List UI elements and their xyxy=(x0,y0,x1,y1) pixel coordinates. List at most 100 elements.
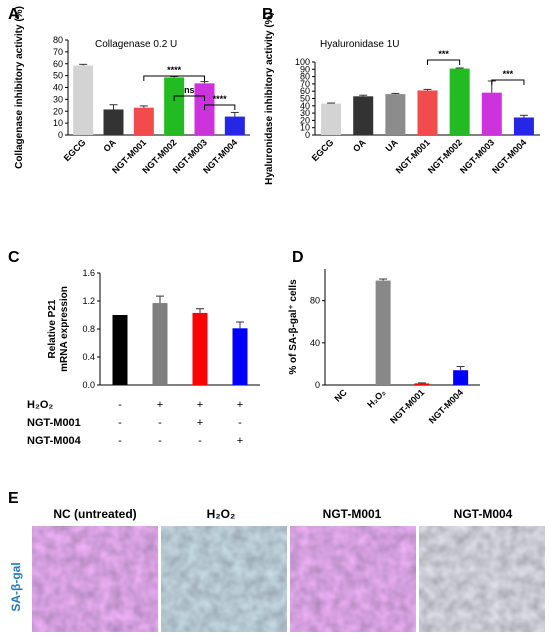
condition-label: NGT-M004 xyxy=(27,435,82,447)
bar xyxy=(353,96,374,135)
micrograph-m001 xyxy=(290,526,416,632)
significance-bracket xyxy=(491,79,525,85)
photo-title-m004: NGT-M004 xyxy=(454,507,513,521)
y-tick-label: 100 xyxy=(295,57,310,67)
panel-label-e: E xyxy=(8,490,19,507)
significance-bracket xyxy=(427,59,461,65)
photo-title-m001: NGT-M001 xyxy=(323,507,382,521)
x-tick-label: H₂O₂ xyxy=(365,387,387,409)
x-tick-label: OA xyxy=(351,137,368,154)
micrograph-h2o2 xyxy=(161,526,287,632)
significance-label: ns xyxy=(184,85,195,95)
micrograph-m004 xyxy=(419,526,545,632)
y-tick-label: 1.6 xyxy=(82,268,95,278)
y-tick-label: 0.0 xyxy=(82,380,95,390)
bar xyxy=(73,65,94,135)
y-tick-label: 0 xyxy=(315,380,320,390)
bar xyxy=(385,94,406,135)
x-tick-label: NGT-M004 xyxy=(427,387,465,425)
condition-sign: - xyxy=(238,417,242,429)
y-tick-label: 90 xyxy=(300,64,310,74)
bar xyxy=(103,109,124,135)
y-axis-title: Relative P21 xyxy=(47,299,58,358)
bar xyxy=(192,312,208,385)
bar xyxy=(375,280,391,385)
bar xyxy=(152,303,168,385)
bar xyxy=(453,370,469,385)
significance-label: **** xyxy=(167,65,182,75)
photo-title-nc: NC (untreated) xyxy=(53,507,136,521)
x-tick-label: OA xyxy=(101,137,118,154)
y-tick-label: 80 xyxy=(310,296,320,306)
panel-label-b: B xyxy=(262,6,274,23)
y-tick-label: 40 xyxy=(53,83,63,93)
bar xyxy=(321,103,342,135)
y-tick-label: 0 xyxy=(58,130,63,140)
y-axis-title: % of SA-β-gal⁺ cells xyxy=(288,279,299,375)
significance-label: **** xyxy=(213,94,228,104)
y-tick-label: 0.4 xyxy=(82,352,95,362)
condition-label: H₂O₂ xyxy=(27,399,53,411)
x-tick-label: NGT-M004 xyxy=(490,137,528,175)
significance-bracket xyxy=(143,75,205,81)
condition-sign: - xyxy=(118,435,122,447)
bar xyxy=(164,77,185,135)
panel-e-micrographs: SA-β-gal NC (untreated) H₂O₂ NGT-M001 NG… xyxy=(9,507,545,632)
y-tick-label: 50 xyxy=(53,71,63,81)
y-tick-label: 0 xyxy=(305,130,310,140)
bar xyxy=(133,107,154,135)
bar xyxy=(481,92,502,135)
y-axis-title-line2: mRNA expression xyxy=(59,286,70,372)
chart-title: Collagenase 0.2 U xyxy=(95,39,177,50)
bar xyxy=(414,383,430,385)
condition-sign: + xyxy=(157,399,163,411)
x-tick-label: EGCG xyxy=(62,137,88,163)
y-tick-label: 60 xyxy=(53,59,63,69)
bar xyxy=(232,328,248,385)
condition-sign: + xyxy=(237,435,243,447)
panel-label-a: A xyxy=(8,6,20,23)
condition-sign: - xyxy=(198,435,202,447)
chart-c-p21-expression: 0.0 0.4 0.8 1.2 1.6 Relative P21 mRNA expressi… xyxy=(27,268,260,447)
panel-label-d: D xyxy=(292,249,304,266)
row-label-sa-beta-gal: SA-β-gal xyxy=(9,562,23,611)
x-tick-label: NC xyxy=(333,387,350,404)
condition-sign: - xyxy=(158,417,162,429)
y-tick-label: 40 xyxy=(310,338,320,348)
condition-sign: - xyxy=(118,399,122,411)
y-tick-label: 0.8 xyxy=(82,324,95,334)
y-axis-title: Collagenase inhibitory activity (%) xyxy=(14,6,25,169)
photo-title-h2o2: H₂O₂ xyxy=(207,507,236,521)
y-tick-label: 1.2 xyxy=(82,296,95,306)
bar xyxy=(513,117,534,135)
chart-d-sa-beta-gal: 0 40 80 % of SA-β-gal⁺ cells NC H₂O₂ NGT-M001 N… xyxy=(288,269,480,426)
y-tick-label: 10 xyxy=(53,118,63,128)
y-tick-label: 30 xyxy=(53,94,63,104)
y-tick-label: 30 xyxy=(300,108,310,118)
y-tick-label: 80 xyxy=(53,35,63,45)
y-tick-label: 20 xyxy=(300,115,310,125)
condition-sign: + xyxy=(237,399,243,411)
y-tick-label: 60 xyxy=(300,86,310,96)
x-tick-label: EGCG xyxy=(310,137,336,163)
y-tick-label: 20 xyxy=(53,106,63,116)
significance-bracket xyxy=(173,95,205,101)
x-tick-label: NGT-M001 xyxy=(388,387,426,425)
y-tick-label: 80 xyxy=(300,72,310,82)
y-tick-label: 40 xyxy=(300,101,310,111)
y-tick-label: 10 xyxy=(300,123,310,133)
y-tick-label: 50 xyxy=(300,94,310,104)
panel-label-c: C xyxy=(8,249,20,266)
y-tick-label: 70 xyxy=(53,47,63,57)
significance-label: *** xyxy=(438,49,449,59)
condition-sign: + xyxy=(197,399,203,411)
bar xyxy=(417,90,438,135)
x-tick-label: UA xyxy=(384,137,401,154)
y-axis-title: Hyaluronidase inhibitory activity (%) xyxy=(264,12,275,185)
significance-label: *** xyxy=(503,69,514,79)
condition-sign: + xyxy=(197,417,203,429)
bar xyxy=(112,315,128,385)
